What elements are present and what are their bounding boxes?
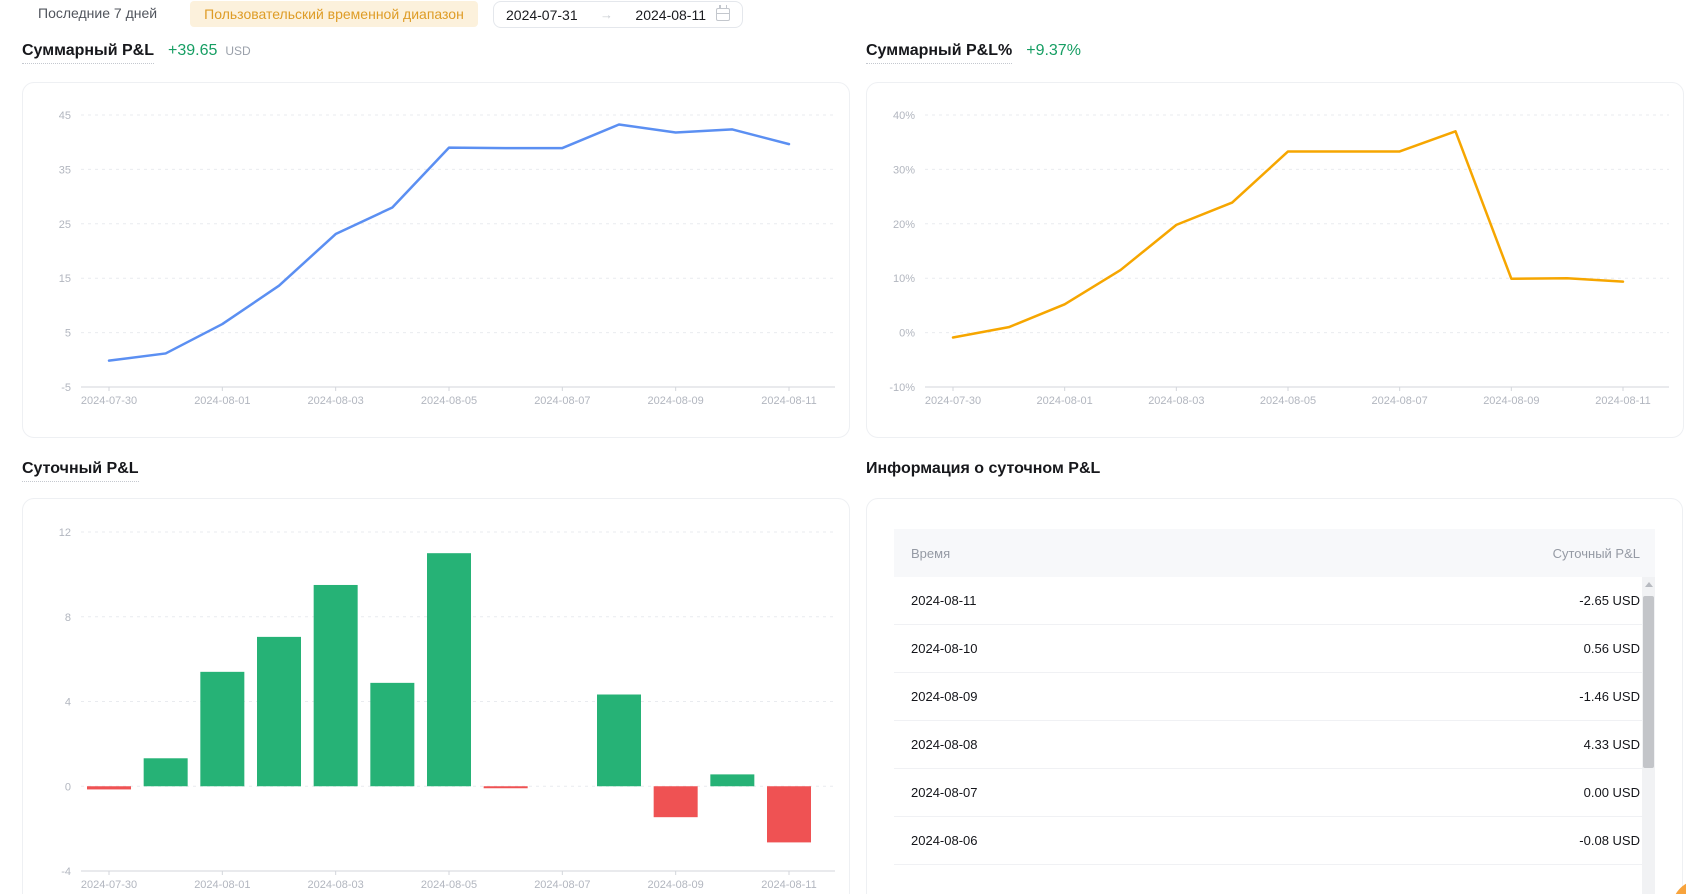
tab-last-7-days[interactable]: Последние 7 дней (38, 5, 158, 21)
svg-text:2024-08-05: 2024-08-05 (421, 395, 477, 407)
date-range-picker[interactable]: 2024-07-31 → 2024-08-11 (493, 1, 743, 28)
row-value: -1.46 USD (1579, 689, 1640, 704)
svg-text:-5: -5 (61, 382, 71, 394)
svg-text:40%: 40% (893, 110, 915, 122)
svg-text:2024-07-30: 2024-07-30 (81, 879, 137, 891)
svg-text:12: 12 (59, 527, 71, 539)
total-pnl-unit: USD (225, 44, 251, 58)
svg-text:2024-07-30: 2024-07-30 (81, 395, 137, 407)
svg-text:20%: 20% (893, 219, 915, 231)
svg-text:2024-08-09: 2024-08-09 (648, 395, 704, 407)
svg-text:2024-08-11: 2024-08-11 (761, 879, 816, 891)
svg-text:2024-08-09: 2024-08-09 (648, 879, 704, 891)
row-date: 2024-08-11 (911, 593, 977, 608)
row-value: 0.00 USD (1583, 785, 1640, 800)
svg-text:2024-08-01: 2024-08-01 (1037, 395, 1093, 407)
svg-text:2024-08-07: 2024-08-07 (1372, 395, 1428, 407)
total-pnl-pct-header: Суммарный P&L% +9.37% (866, 42, 1081, 64)
svg-text:2024-08-11: 2024-08-11 (761, 395, 816, 407)
svg-text:2024-08-03: 2024-08-03 (308, 879, 364, 891)
svg-text:2024-08-05: 2024-08-05 (1260, 395, 1316, 407)
total-pnl-pct-value: +9.37% (1026, 42, 1081, 59)
total-pnl-line-chart[interactable]: 45 35 25 15 5 -5 2024-07-30 2024-08-01 2024-08-0… (23, 83, 849, 437)
svg-text:10%: 10% (893, 273, 915, 285)
svg-text:0: 0 (65, 781, 71, 793)
arrow-right-icon: → (600, 7, 614, 22)
svg-text:-10%: -10% (889, 382, 915, 394)
daily-info-title: Информация о суточном P&L (866, 460, 1101, 477)
svg-text:2024-08-07: 2024-08-07 (534, 879, 590, 891)
total-pnl-title: Суммарный P&L (22, 42, 154, 64)
total-pnl-value: +39.65 (167, 42, 218, 59)
table-row: 2024-08-07 0.00 USD (894, 769, 1655, 817)
row-date: 2024-08-09 (911, 689, 978, 704)
row-date: 2024-08-10 (911, 641, 978, 656)
svg-text:30%: 30% (893, 164, 915, 176)
svg-text:-4: -4 (61, 866, 71, 878)
svg-text:35: 35 (59, 164, 71, 176)
row-date: 2024-08-06 (911, 833, 978, 848)
daily-pnl-bar-chart[interactable]: 12 8 4 0 -4 2024-07-30 2024-08-01 2024-08-03 202… (23, 499, 849, 894)
svg-text:2024-08-07: 2024-08-07 (534, 395, 590, 407)
svg-text:4: 4 (65, 697, 71, 709)
svg-text:15: 15 (59, 273, 71, 285)
row-value: 0.56 USD (1583, 641, 1640, 656)
svg-text:2024-08-05: 2024-08-05 (421, 879, 477, 891)
table-row: 2024-08-08 4.33 USD (894, 721, 1655, 769)
table-row: 2024-08-09 -1.46 USD (894, 673, 1655, 721)
daily-pnl-header: Суточный P&L (22, 460, 139, 482)
svg-text:2024-08-01: 2024-08-01 (194, 395, 250, 407)
column-daily-pnl: Суточный P&L (1552, 545, 1640, 561)
row-date: 2024-08-08 (911, 737, 978, 752)
total-pnl-pct-line-chart[interactable]: 40% 30% 20% 10% 0% -10% 2024-07-30 2024-08-01 20… (867, 83, 1683, 437)
svg-text:2024-07-30: 2024-07-30 (925, 395, 981, 407)
table-scrollbar[interactable] (1642, 577, 1655, 894)
row-value: -0.08 USD (1579, 833, 1640, 848)
date-to-value[interactable]: 2024-08-11 (635, 6, 706, 23)
table-header: Время Суточный P&L (894, 529, 1655, 577)
svg-text:5: 5 (65, 328, 71, 340)
daily-pnl-title: Суточный P&L (22, 460, 139, 482)
daily-info-card: Время Суточный P&L 2024-08-11 -2.65 USD 20… (866, 498, 1683, 894)
svg-text:2024-08-03: 2024-08-03 (1148, 395, 1204, 407)
svg-text:25: 25 (59, 219, 71, 231)
svg-text:45: 45 (59, 110, 71, 122)
daily-info-header: Информация о суточном P&L (866, 460, 1100, 481)
svg-text:8: 8 (65, 612, 71, 624)
table-row: 2024-08-10 0.56 USD (894, 625, 1655, 673)
row-value: 4.33 USD (1583, 737, 1640, 752)
total-pnl-pct-card: 40% 30% 20% 10% 0% -10% 2024-07-30 2024-08-01 20… (866, 82, 1684, 438)
tab-custom-time-range[interactable]: Пользовательский временной диапазон (190, 1, 478, 27)
total-pnl-card: 45 35 25 15 5 -5 2024-07-30 2024-08-01 2024-08-0… (22, 82, 850, 438)
row-date: 2024-08-07 (911, 785, 978, 800)
svg-text:2024-08-03: 2024-08-03 (308, 395, 364, 407)
table-row: 2024-08-06 -0.08 USD (894, 817, 1655, 865)
total-pnl-header: Суммарный P&L +39.65 USD (22, 42, 251, 64)
svg-text:2024-08-11: 2024-08-11 (1595, 395, 1650, 407)
date-from-value[interactable]: 2024-07-31 (506, 6, 578, 23)
svg-text:2024-08-01: 2024-08-01 (194, 879, 250, 891)
column-time: Время (911, 545, 951, 561)
scrollbar-thumb[interactable] (1643, 596, 1654, 768)
total-pnl-pct-title: Суммарный P&L% (866, 42, 1013, 64)
svg-text:0%: 0% (899, 328, 915, 340)
row-value: -2.65 USD (1579, 593, 1640, 608)
calendar-icon[interactable] (716, 5, 730, 21)
table-body: 2024-08-11 -2.65 USD 2024-08-10 0.56 USD 202… (894, 577, 1655, 894)
scrollbar-up-icon[interactable] (1644, 582, 1653, 587)
table-row: 2024-08-11 -2.65 USD (894, 577, 1655, 625)
daily-pnl-card: 12 8 4 0 -4 2024-07-30 2024-08-01 2024-08-03 202… (22, 498, 850, 894)
svg-text:2024-08-09: 2024-08-09 (1483, 395, 1539, 407)
